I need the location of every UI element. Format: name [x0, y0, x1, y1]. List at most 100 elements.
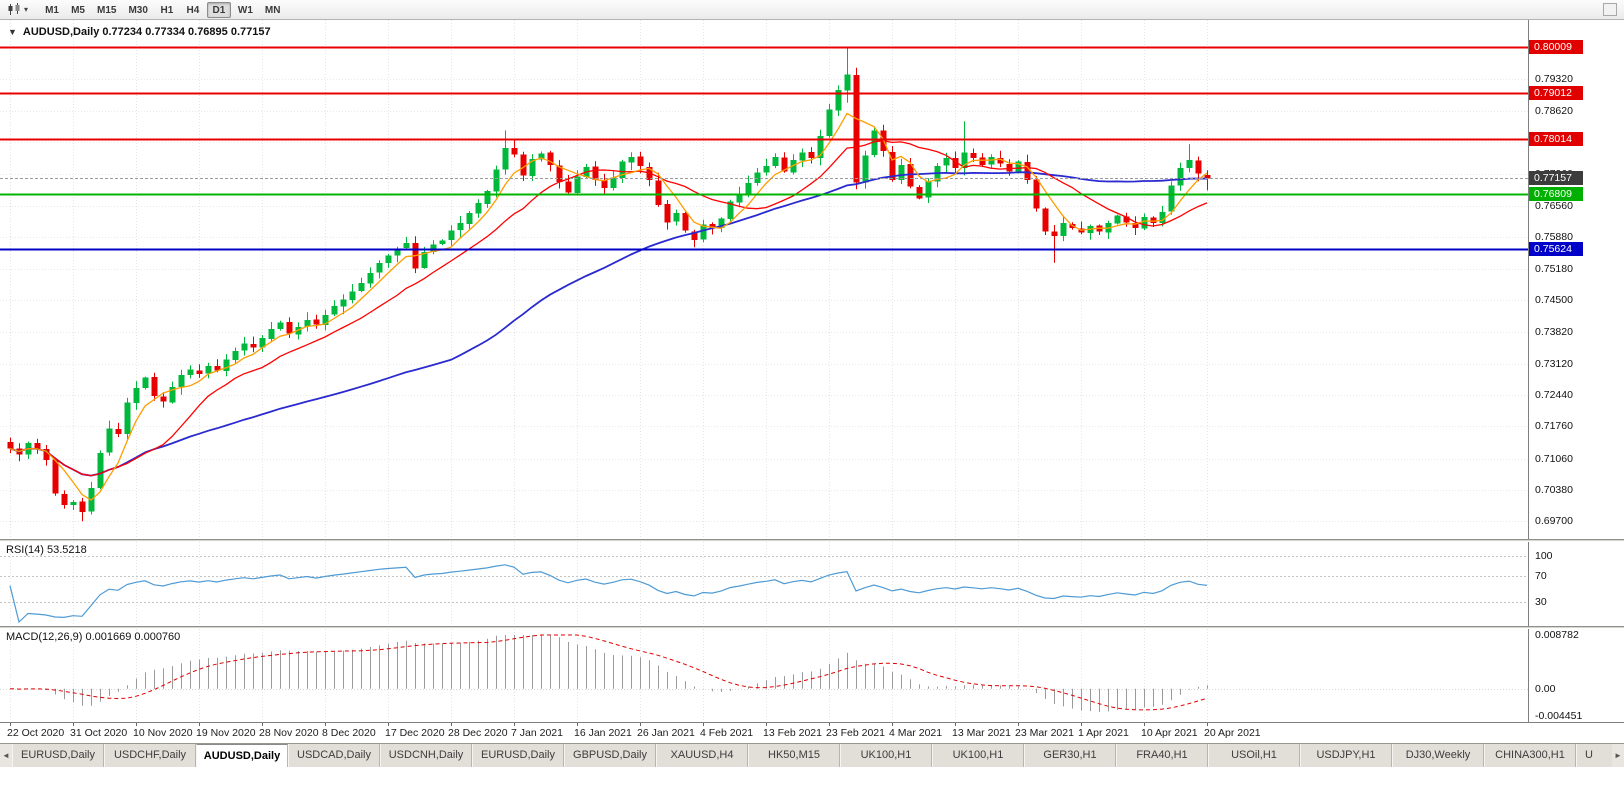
date-tick	[325, 723, 326, 726]
date-axis-label: 31 Oct 2020	[70, 727, 128, 739]
timeframe-button-m1[interactable]: M1	[45, 4, 59, 16]
chart-tab-fra40-h1[interactable]: FRA40,H1	[1116, 744, 1208, 767]
date-axis: 22 Oct 2020 31 Oct 2020 10 Nov 2020 19 Nov …	[0, 722, 1624, 743]
chart-tab-usdchf-daily[interactable]: USDCHF,Daily	[104, 744, 196, 767]
macd-axis-label: -0.004451	[1535, 710, 1583, 722]
tab-scroll-right-icon[interactable]: ►	[1614, 751, 1622, 760]
date-tick	[1018, 723, 1019, 726]
price-axis-label: 0.71060	[1535, 453, 1573, 465]
bottom-filler	[0, 767, 1624, 800]
date-tick	[766, 723, 767, 726]
chart-tab-usdcad-daily[interactable]: USDCAD,Daily	[288, 744, 380, 767]
date-axis-label: 23 Mar 2021	[1015, 727, 1074, 739]
date-tick	[451, 723, 452, 726]
date-tick	[577, 723, 578, 726]
price-axis-label: 0.75180	[1535, 263, 1573, 275]
rsi-axis-label: 30	[1535, 596, 1547, 608]
chart-area: ▼ AUDUSD,Daily 0.77234 0.77334 0.76895 0…	[0, 20, 1624, 743]
date-axis-label: 13 Mar 2021	[952, 727, 1011, 739]
tab-scroll-left-icon[interactable]: ◄	[2, 751, 10, 760]
rsi-axis-label: 100	[1535, 550, 1553, 562]
chart-tab-china300-h1[interactable]: CHINA300,H1	[1484, 744, 1576, 767]
timeframe-toolbar: M1 M5 M15 M30 H1 H4 D1 W1 MN	[40, 1, 287, 18]
date-tick	[262, 723, 263, 726]
chart-tab-audusd-daily[interactable]: AUDUSD,Daily	[196, 744, 288, 767]
toolbar-overflow-button[interactable]	[1603, 3, 1617, 16]
price-axis-label: 0.79320	[1535, 73, 1573, 85]
chevron-down-icon: ▾	[24, 5, 29, 14]
chart-tab-usdjpy-h1[interactable]: USDJPY,H1	[1300, 744, 1392, 767]
chart-tab-gbpusd-daily[interactable]: GBPUSD,Daily	[564, 744, 656, 767]
timeframe-button-h4[interactable]: H4	[186, 4, 200, 16]
date-axis-label: 28 Dec 2020	[448, 727, 508, 739]
price-axis-label: 0.70380	[1535, 484, 1573, 496]
timeframe-button-mn[interactable]: MN	[264, 4, 281, 16]
date-tick	[703, 723, 704, 726]
date-tick	[829, 723, 830, 726]
chart-tab-dj30-weekly[interactable]: DJ30,Weekly	[1392, 744, 1484, 767]
date-axis-label: 26 Jan 2021	[637, 727, 695, 739]
chart-type-button[interactable]: ▾	[5, 2, 30, 18]
price-axis: 0.793200.786200.779400.772600.765600.758…	[1528, 20, 1624, 722]
timeframe-button-m5[interactable]: M5	[71, 4, 85, 16]
rsi-axis-label: 70	[1535, 570, 1547, 582]
chart-tab-hk50-m15[interactable]: HK50,M15	[748, 744, 840, 767]
timeframe-button-h1[interactable]: H1	[160, 4, 174, 16]
price-axis-label: 0.74500	[1535, 294, 1573, 306]
date-tick	[1081, 723, 1082, 726]
date-tick	[199, 723, 200, 726]
price-level-badge: 0.75624	[1529, 242, 1583, 256]
date-tick	[136, 723, 137, 726]
date-axis-label: 10 Apr 2021	[1141, 727, 1198, 739]
date-axis-label: 8 Dec 2020	[322, 727, 376, 739]
main-chart-svg[interactable]	[0, 20, 1528, 539]
date-tick	[640, 723, 641, 726]
chart-title: ▼ AUDUSD,Daily 0.77234 0.77334 0.76895 0…	[8, 26, 271, 38]
chart-tab-usdcnh-daily[interactable]: USDCNH,Daily	[380, 744, 472, 767]
date-tick	[1207, 723, 1208, 726]
rsi-label: RSI(14) 53.5218	[6, 544, 87, 556]
price-axis-label: 0.72440	[1535, 389, 1573, 401]
price-level-badge: 0.77157	[1529, 171, 1583, 185]
chart-tab-usoil-h1[interactable]: USOil,H1	[1208, 744, 1300, 767]
chart-tab-xauusd-h4[interactable]: XAUUSD,H4	[656, 744, 748, 767]
chart-tabs: EURUSD,Daily USDCHF,Daily AUDUSD,Daily USDC…	[12, 744, 1612, 767]
rsi-panel-svg[interactable]	[0, 542, 1528, 626]
panel-splitter[interactable]	[0, 626, 1624, 629]
one-click-trading-toggle-icon[interactable]: ▼	[8, 27, 17, 37]
chart-tab-eurusd-daily[interactable]: EURUSD,Daily	[472, 744, 564, 767]
price-axis-label: 0.73120	[1535, 358, 1573, 370]
chart-tab-uk100-h1[interactable]: UK100,H1	[840, 744, 932, 767]
date-tick	[892, 723, 893, 726]
price-level-badge: 0.76809	[1529, 187, 1583, 201]
date-axis-label: 28 Nov 2020	[259, 727, 319, 739]
chart-tab-u[interactable]: U	[1576, 744, 1612, 767]
macd-axis-label: 0.008782	[1535, 629, 1579, 641]
date-tick	[73, 723, 74, 726]
date-axis-label: 13 Feb 2021	[763, 727, 822, 739]
chart-title-text: AUDUSD,Daily 0.77234 0.77334 0.76895 0.7…	[22, 26, 271, 38]
chart-tab-eurusd-daily[interactable]: EURUSD,Daily	[12, 744, 104, 767]
macd-panel-svg[interactable]	[0, 629, 1528, 722]
date-axis-label: 19 Nov 2020	[196, 727, 256, 739]
chart-tab-ger30-h1[interactable]: GER30,H1	[1024, 744, 1116, 767]
chart-tab-uk100-h1[interactable]: UK100,H1	[932, 744, 1024, 767]
date-axis-label: 16 Jan 2021	[574, 727, 632, 739]
date-axis-label: 4 Mar 2021	[889, 727, 943, 739]
timeframe-button-m15[interactable]: M15	[97, 4, 117, 16]
date-tick	[1144, 723, 1145, 726]
timeframe-button-m30[interactable]: M30	[128, 4, 148, 16]
price-axis-label: 0.78620	[1535, 105, 1573, 117]
date-tick	[514, 723, 515, 726]
timeframe-button-w1[interactable]: W1	[237, 4, 253, 16]
price-axis-label: 0.75880	[1535, 231, 1573, 243]
date-axis-label: 4 Feb 2021	[700, 727, 754, 739]
price-axis-label: 0.71760	[1535, 420, 1573, 432]
date-tick	[955, 723, 956, 726]
panel-splitter[interactable]	[0, 539, 1624, 542]
date-axis-label: 1 Apr 2021	[1078, 727, 1129, 739]
price-axis-label: 0.76560	[1535, 200, 1573, 212]
price-level-badge: 0.80009	[1529, 40, 1583, 54]
timeframe-button-d1[interactable]: D1	[206, 1, 231, 18]
